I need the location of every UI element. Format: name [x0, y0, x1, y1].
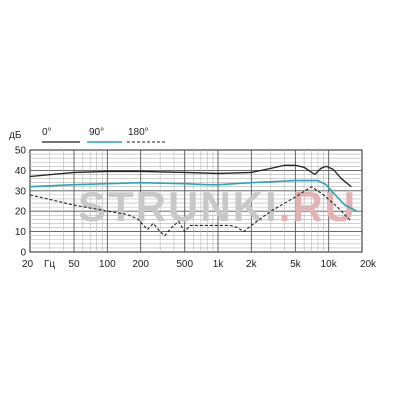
x-tick-label: 100	[99, 259, 116, 270]
x-tick-label: 20k	[360, 259, 377, 270]
x-tick-label: 1k	[213, 259, 225, 270]
watermark-suffix-text: .RU	[279, 183, 357, 230]
grid	[30, 150, 362, 252]
y-axis-unit-label: дБ	[9, 130, 22, 141]
watermark: STRUNKI.RU	[78, 183, 357, 230]
x-tick-label: 500	[176, 259, 193, 270]
y-tick-labels: 0 10 20 30 40 50	[15, 146, 27, 259]
x-axis-unit-label: Гц	[44, 259, 55, 270]
y-tick-label: 30	[15, 186, 27, 197]
y-tick-label: 40	[15, 166, 27, 177]
x-tick-label: 200	[132, 259, 149, 270]
watermark-main-text: STRUNKI	[78, 183, 279, 230]
series-layer	[29, 164, 358, 237]
y-tick-label: 50	[15, 146, 27, 157]
series-line-90deg	[29, 179, 358, 212]
x-tick-label: 2k	[246, 259, 258, 270]
legend-label-90deg: 90°	[89, 127, 104, 138]
x-tick-label: 5k	[290, 259, 302, 270]
series-line-180deg	[29, 186, 352, 237]
plot-area	[29, 149, 363, 253]
x-tick-label: 50	[68, 259, 80, 270]
x-tick-label: 10k	[321, 259, 338, 270]
legend-label-180deg: 180°	[128, 127, 149, 138]
y-tick-label: 0	[20, 248, 26, 259]
legend-label-0deg: 0°	[42, 127, 52, 138]
legend: 0° 90° 180°	[42, 127, 165, 143]
y-tick-label: 20	[15, 207, 27, 218]
svg-text:STRUNKI.RU: STRUNKI.RU	[78, 183, 357, 230]
x-tick-label: 20	[22, 259, 34, 270]
series-line-0deg	[29, 164, 352, 188]
y-tick-label: 10	[15, 227, 27, 238]
x-tick-labels: 20 50 100 200 500 1k 2k 5k 10k 20k	[22, 259, 377, 270]
